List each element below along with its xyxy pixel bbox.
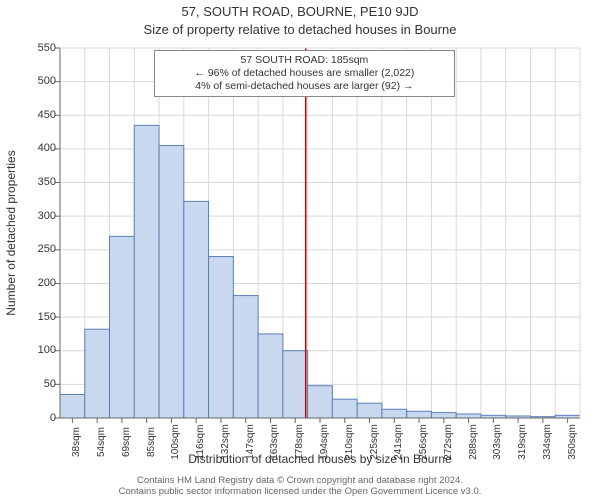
histogram-bar	[283, 351, 308, 418]
annotation-line-3: 4% of semi-detached houses are larger (9…	[161, 80, 449, 93]
histogram-bar	[233, 296, 258, 418]
chart-figure: 57, SOUTH ROAD, BOURNE, PE10 9JD Size of…	[0, 0, 600, 500]
y-axis-label: Number of detached properties	[4, 48, 20, 418]
y-tick-label: 0	[16, 413, 56, 424]
chart-title-subtitle: Size of property relative to detached ho…	[0, 22, 600, 37]
histogram-bar	[134, 125, 159, 418]
histogram-bar	[85, 329, 110, 418]
histogram-bar	[110, 236, 135, 418]
histogram-bar	[258, 334, 283, 418]
footer-attribution: Contains HM Land Registry data © Crown c…	[0, 476, 600, 498]
y-tick-label: 450	[16, 110, 56, 121]
annotation-line-1: 57 SOUTH ROAD: 185sqm	[161, 54, 449, 67]
annotation-box: 57 SOUTH ROAD: 185sqm ← 96% of detached …	[154, 50, 456, 97]
plot-svg	[60, 48, 580, 418]
chart-title-address: 57, SOUTH ROAD, BOURNE, PE10 9JD	[0, 4, 600, 19]
footer-line-2: Contains public sector information licen…	[0, 487, 600, 498]
y-tick-label: 350	[16, 177, 56, 188]
y-tick-label: 200	[16, 278, 56, 289]
histogram-bar	[184, 201, 209, 418]
y-tick-label: 300	[16, 211, 56, 222]
y-tick-label: 550	[16, 43, 56, 54]
annotation-line-2: ← 96% of detached houses are smaller (2,…	[161, 67, 449, 80]
x-axis-label: Distribution of detached houses by size …	[60, 452, 580, 466]
y-tick-label: 500	[16, 76, 56, 87]
histogram-bar	[209, 257, 234, 418]
y-tick-label: 150	[16, 312, 56, 323]
y-tick-label: 400	[16, 143, 56, 154]
y-tick-label: 50	[16, 379, 56, 390]
plot-area	[60, 48, 580, 418]
y-tick-label: 100	[16, 345, 56, 356]
y-tick-label: 250	[16, 244, 56, 255]
histogram-bar	[159, 146, 184, 418]
